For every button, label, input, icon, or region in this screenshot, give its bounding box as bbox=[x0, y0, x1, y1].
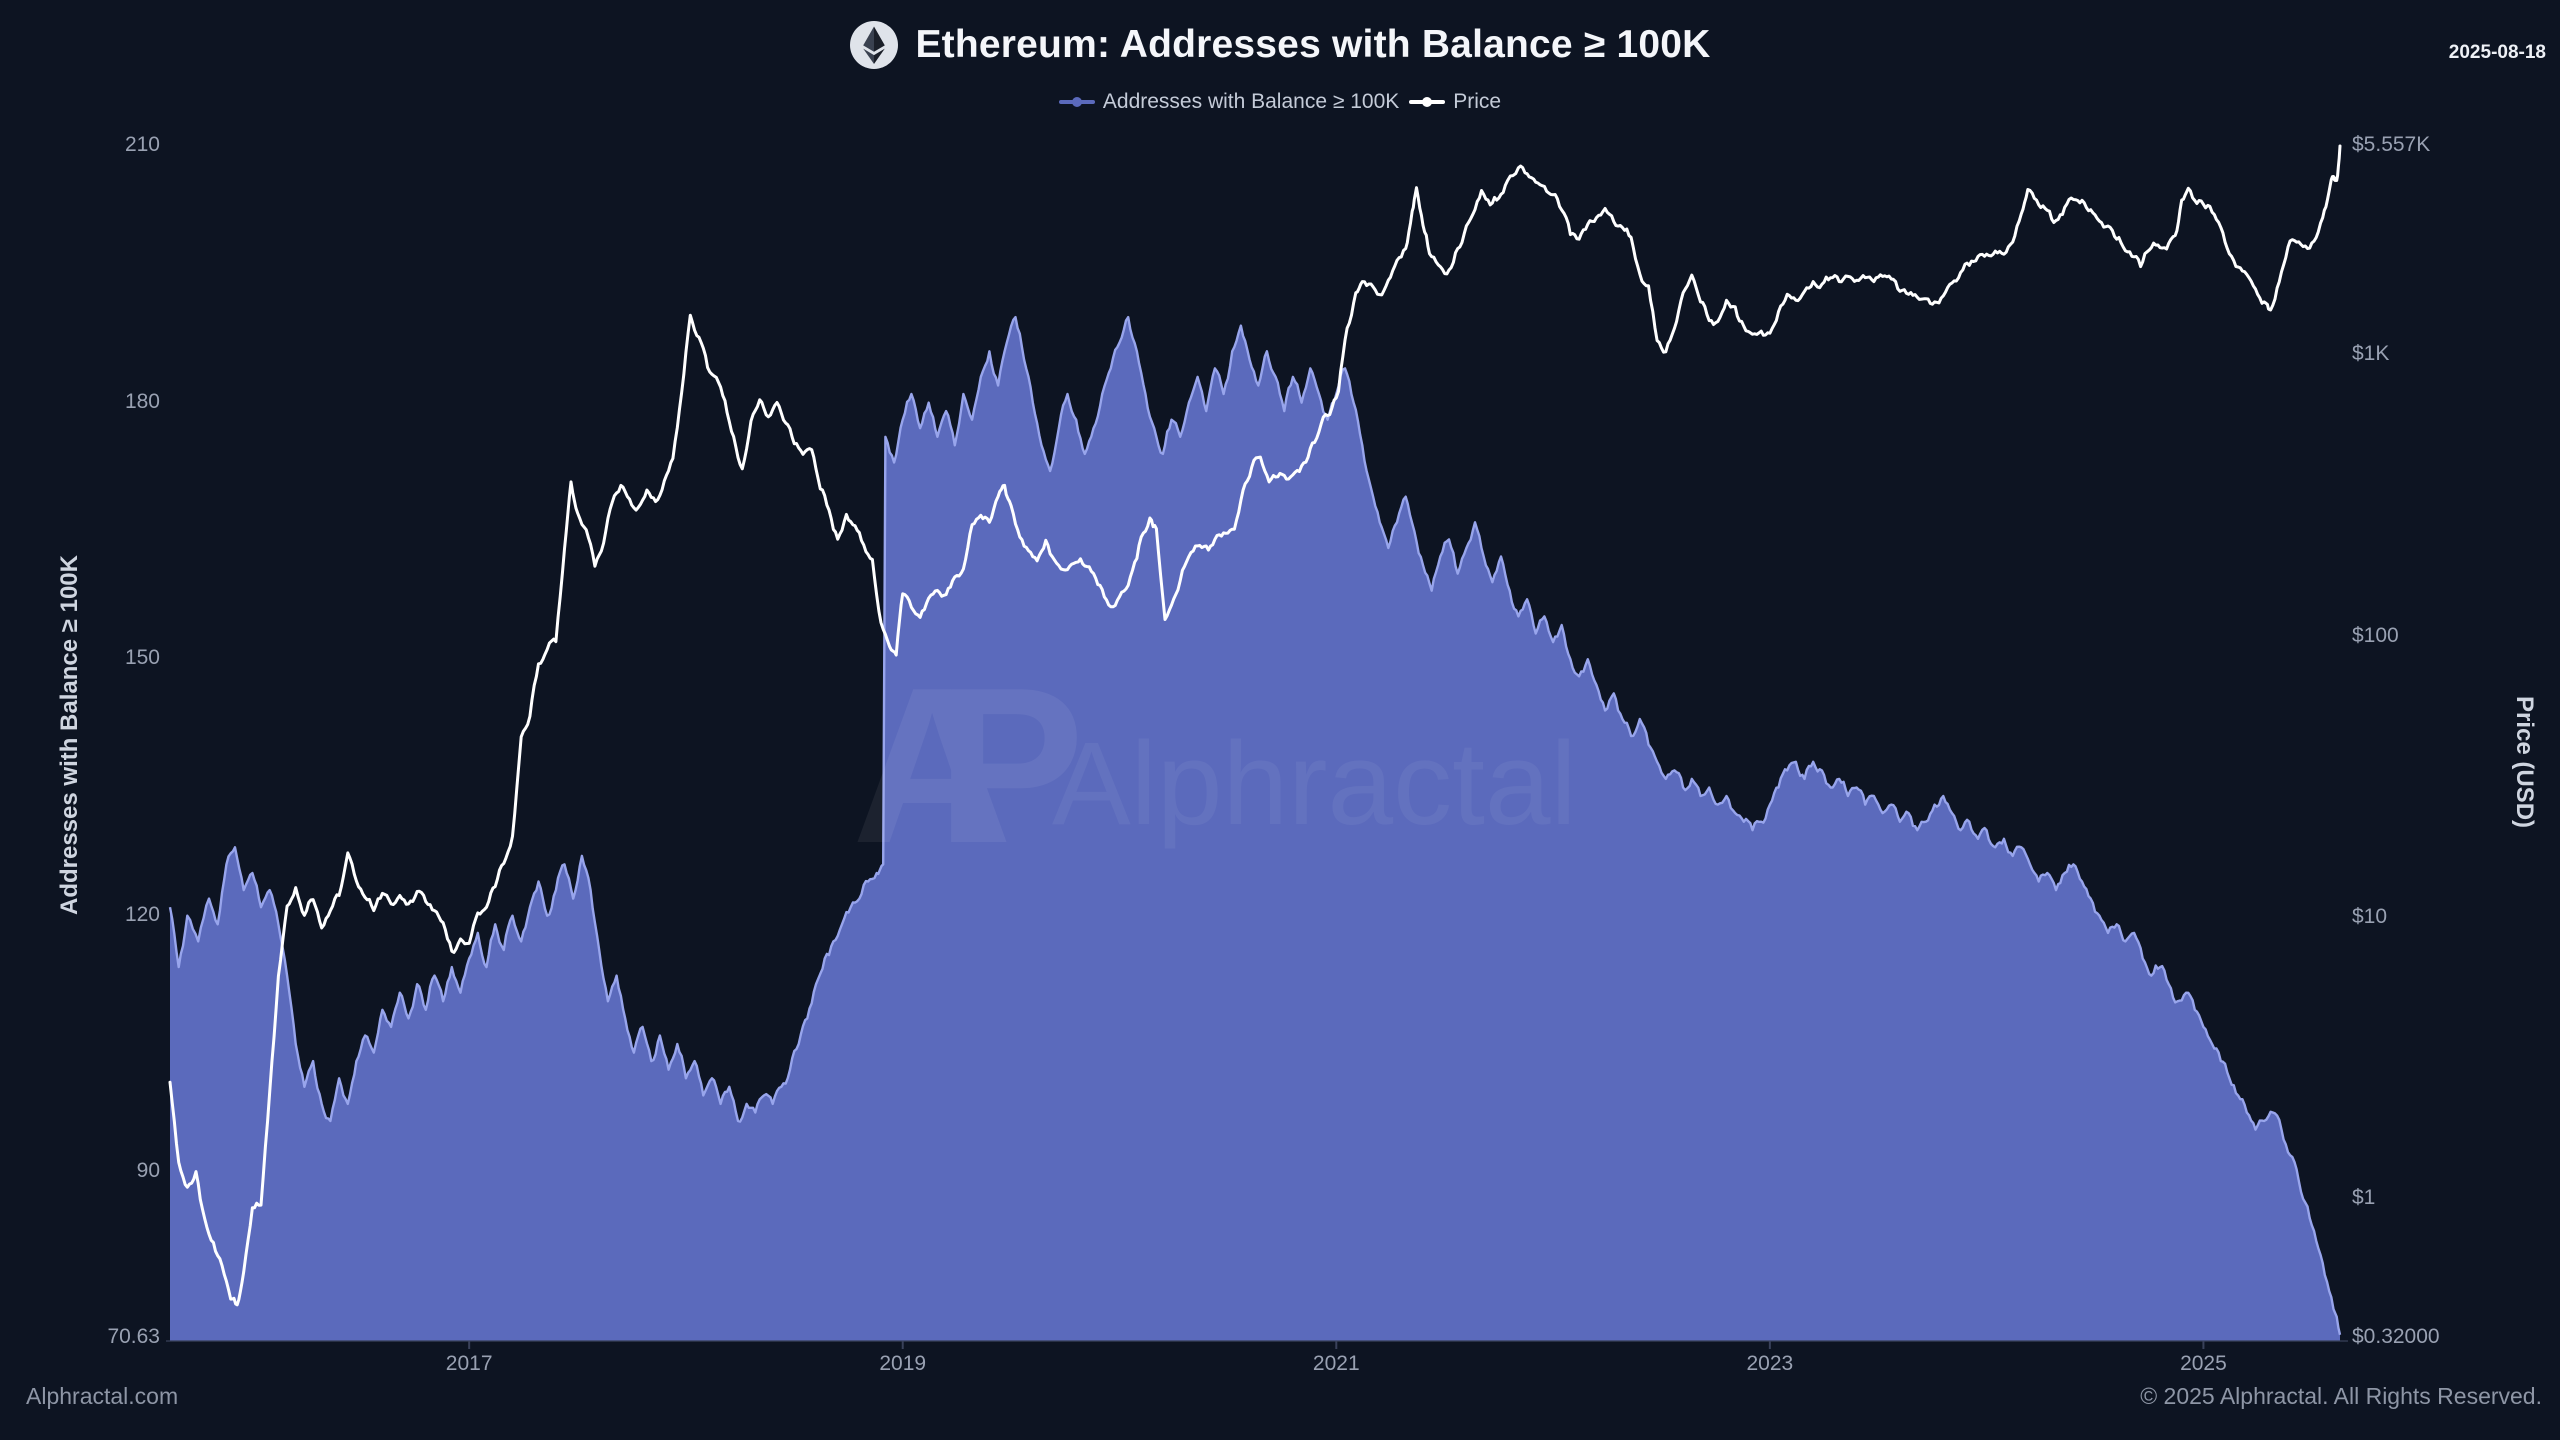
y-right-tick-label: $0.32000 bbox=[2352, 1325, 2440, 1348]
addresses-area-edge bbox=[168, 315, 2342, 1336]
x-tick-label: 2019 bbox=[879, 1352, 927, 1375]
addresses-area-series bbox=[170, 317, 2340, 1342]
chart-header: Ethereum: Addresses with Balance ≥ 100K bbox=[0, 16, 2560, 74]
addresses-legend-marker-icon bbox=[1058, 95, 1095, 109]
y-left-tick-label: 120 bbox=[124, 902, 160, 926]
footer-copyright: © 2025 Alphractal. All Rights Reserved. bbox=[2140, 1383, 2542, 1409]
price-line-series bbox=[168, 144, 2342, 1307]
y-left-tick-label: 210 bbox=[124, 133, 160, 156]
legend: Addresses with Balance ≥ 100K Price bbox=[0, 90, 2560, 114]
y-left-tick-label: 150 bbox=[124, 646, 160, 670]
price-legend-label: Price bbox=[1453, 90, 1502, 113]
footer-site-link[interactable]: Alphractal.com bbox=[26, 1383, 179, 1409]
y-left-tick-label: 180 bbox=[124, 389, 160, 413]
ethereum-icon bbox=[850, 21, 899, 69]
y-right-tick-label: $100 bbox=[2352, 623, 2399, 647]
y-left-tick-label: 90 bbox=[136, 1159, 160, 1183]
y-right-tick-label: $1K bbox=[2352, 342, 2390, 366]
page-title: Ethereum: Addresses with Balance ≥ 100K bbox=[915, 23, 1711, 66]
x-tick-label: 2025 bbox=[2180, 1352, 2227, 1375]
x-axis-tick-marks bbox=[468, 1341, 2205, 1349]
y-right-tick-label: $5.557K bbox=[2352, 133, 2431, 156]
x-tick-label: 2023 bbox=[1746, 1352, 1794, 1375]
y-left-tick-label: 70.63 bbox=[107, 1325, 160, 1348]
y-right-tick-label: $10 bbox=[2352, 904, 2388, 928]
y-right-tick-label: $1 bbox=[2352, 1185, 2376, 1209]
report-date: 2025-08-18 bbox=[2448, 42, 2546, 63]
x-tick-label: 2017 bbox=[445, 1352, 493, 1375]
legend-item-price[interactable]: Price bbox=[1409, 90, 1501, 114]
price-legend-marker-icon bbox=[1409, 95, 1446, 109]
alphractal-watermark-text: Alphractal bbox=[1052, 718, 1577, 850]
addresses-legend-label: Addresses with Balance ≥ 100K bbox=[1102, 90, 1400, 113]
x-tick-label: 2021 bbox=[1312, 1352, 1360, 1375]
legend-item-addresses[interactable]: Addresses with Balance ≥ 100K bbox=[1058, 90, 1400, 114]
